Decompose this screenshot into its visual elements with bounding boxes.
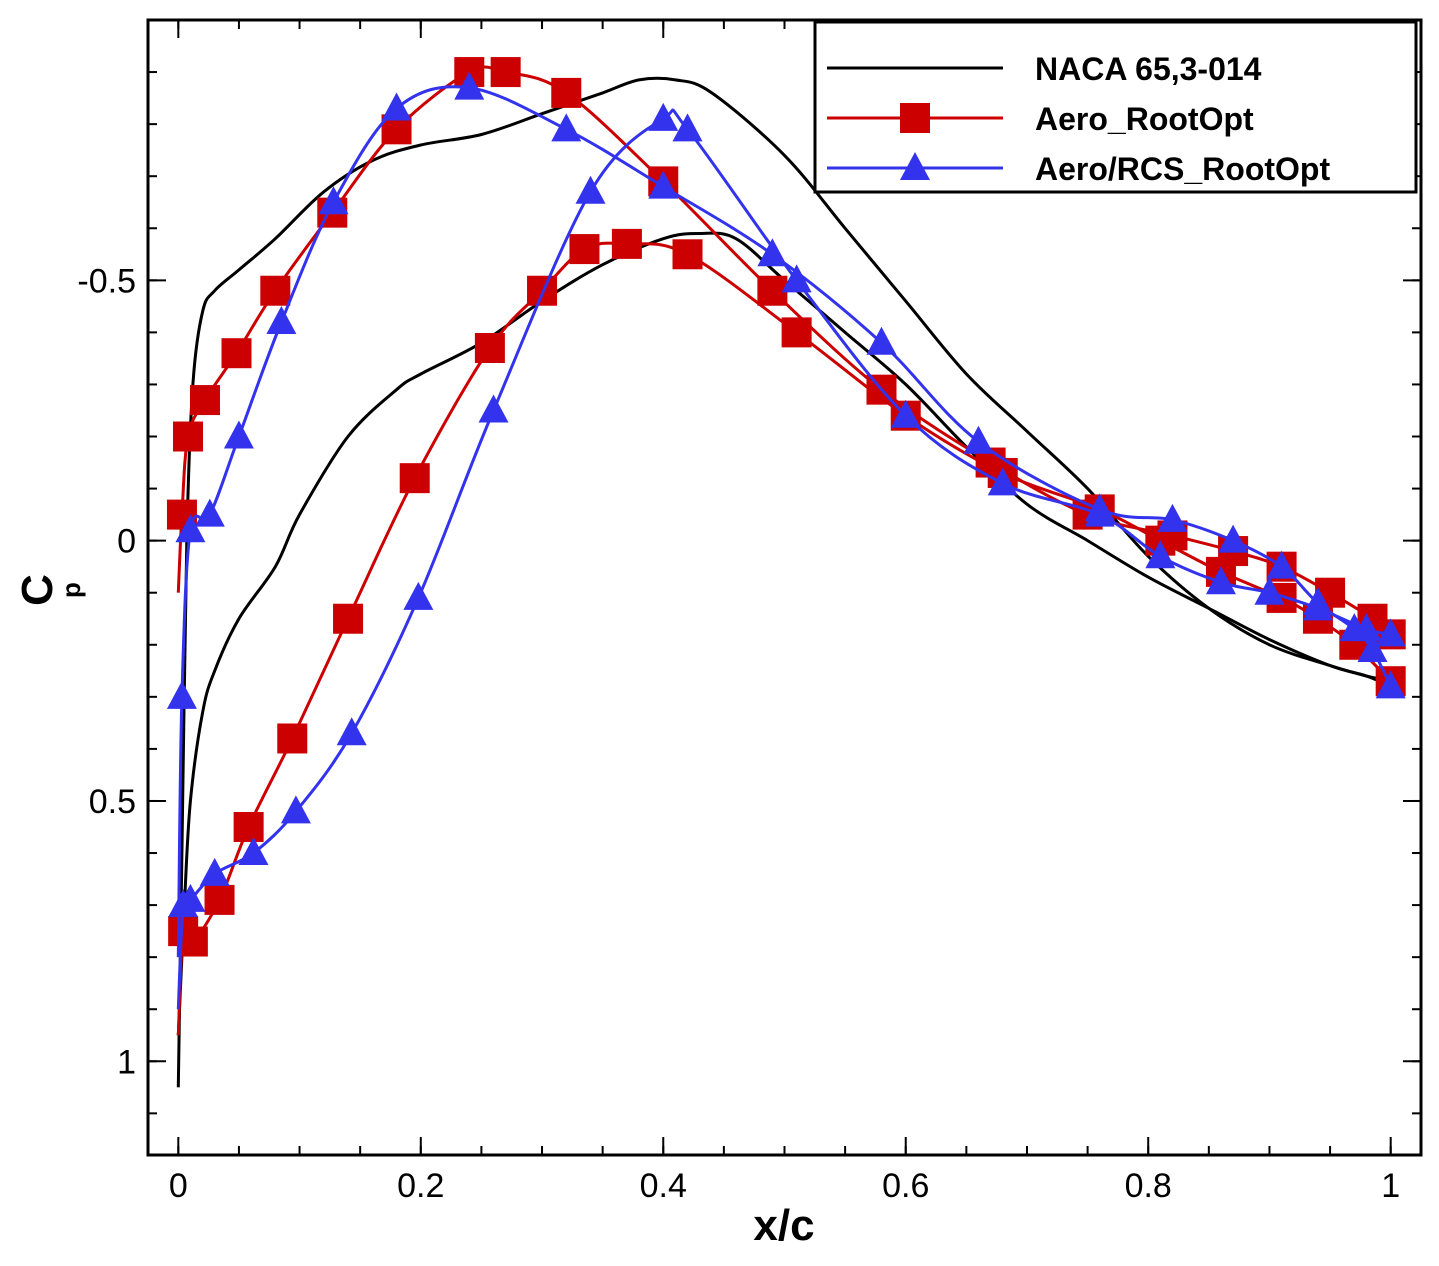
data-point <box>204 884 235 915</box>
x-tick-label: 0.4 <box>640 1167 687 1205</box>
x-axis-title: x/c <box>753 1201 814 1250</box>
data-point <box>399 463 430 494</box>
legend-label: NACA 65,3-014 <box>1035 51 1262 87</box>
data-point <box>1145 540 1176 569</box>
data-point <box>318 186 349 215</box>
data-point <box>757 275 788 306</box>
data-point <box>672 113 703 142</box>
data-point <box>381 92 412 121</box>
data-point <box>757 238 788 267</box>
data-point <box>1375 670 1406 699</box>
data-point <box>233 811 264 842</box>
data-point <box>194 498 225 527</box>
x-tick-label: 0.2 <box>397 1167 444 1205</box>
y-tick-label: 0.5 <box>89 783 136 821</box>
series-layer <box>166 57 1406 1088</box>
data-point <box>221 338 252 369</box>
ticks-layer: 0 0.2 0.4 0.6 0.8 1 -0.5 0 0.5 1 <box>77 19 1421 1205</box>
y-tick-label: 1 <box>117 1043 136 1081</box>
data-point <box>1205 566 1236 595</box>
series-2 <box>166 71 1406 1010</box>
data-point <box>474 333 505 364</box>
data-point <box>866 326 897 355</box>
data-point <box>987 467 1018 496</box>
data-point <box>611 228 642 259</box>
data-point <box>1254 576 1285 605</box>
series-0-lower-line <box>176 231 1392 1036</box>
data-point <box>781 264 812 293</box>
y-tick-label: 0 <box>117 523 136 561</box>
x-tick-label: 0.8 <box>1125 1167 1172 1205</box>
data-point <box>175 883 206 912</box>
data-point <box>266 305 297 334</box>
data-point <box>575 175 606 204</box>
data-point <box>672 239 703 270</box>
data-point <box>1157 503 1188 532</box>
data-point <box>569 234 600 265</box>
data-point <box>490 57 521 88</box>
data-point <box>166 680 197 709</box>
legend-marker <box>900 152 930 180</box>
data-point <box>280 795 311 824</box>
y-axis-title-sub: p <box>56 582 86 598</box>
x-tick-label: 1 <box>1381 1167 1400 1205</box>
data-point <box>336 717 367 746</box>
data-point <box>223 420 254 449</box>
data-point <box>1084 498 1115 527</box>
legend-marker <box>900 103 930 133</box>
data-point <box>963 425 994 454</box>
data-point <box>1302 592 1333 621</box>
data-point <box>1218 524 1249 553</box>
legend-items: NACA 65,3-014 Aero_RootOpt Aero/RCS_RootOp… <box>827 51 1330 187</box>
legend-label: Aero_RootOpt <box>1035 101 1254 137</box>
data-point <box>551 77 582 108</box>
legend-label: Aero/RCS_RootOpt <box>1035 151 1330 187</box>
x-tick-label: 0.6 <box>882 1167 929 1205</box>
data-point <box>173 421 204 452</box>
data-point <box>1266 550 1297 579</box>
data-point <box>1375 618 1406 647</box>
data-point <box>333 603 364 634</box>
data-point <box>403 581 434 610</box>
x-tick-label: 0 <box>169 1167 188 1205</box>
data-point <box>260 275 291 306</box>
series-0-upper-line <box>176 76 1392 1088</box>
data-point <box>454 71 485 100</box>
data-point <box>238 837 269 866</box>
data-point <box>1351 613 1382 642</box>
series-0 <box>176 76 1392 1088</box>
data-point <box>648 170 679 199</box>
y-axis-title-main: C <box>13 574 62 606</box>
data-point <box>277 723 308 754</box>
data-point <box>551 113 582 142</box>
data-point <box>890 399 921 428</box>
y-tick-label: -0.5 <box>77 262 136 300</box>
data-point <box>199 857 230 886</box>
data-point <box>175 514 206 543</box>
y-axis-title: C p <box>13 574 86 606</box>
legend: NACA 65,3-014 Aero_RootOpt Aero/RCS_RootOp… <box>813 20 1418 194</box>
data-point <box>478 394 509 423</box>
data-point <box>189 385 220 416</box>
data-point <box>648 102 679 131</box>
data-point <box>781 317 812 348</box>
data-point <box>1357 633 1388 662</box>
